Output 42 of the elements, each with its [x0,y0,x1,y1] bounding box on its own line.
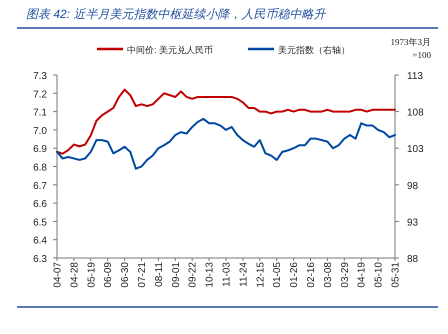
x-tick-label: 06-09 [103,262,114,288]
x-tick-label: 03-08 [322,262,334,288]
x-tick-label: 08-11 [154,262,165,287]
y2-tick-label: 93 [407,217,419,228]
x-tick-label: 06-30 [120,262,132,288]
y-tick-label: 6.9 [33,144,48,156]
y-tick-label: 6.6 [33,199,48,210]
x-tick-label: 03-29 [340,262,351,288]
x-tick-label: 01-26 [289,262,300,288]
x-tick-label: 09-22 [188,262,199,288]
y2-axis-title: 1973年3月 =100 [390,37,432,60]
x-tick-label: 07-21 [137,262,148,288]
y-tick-label: 7.0 [33,126,48,137]
x-tick-label: 12-15 [255,262,266,288]
x-tick-label: 09-01 [170,262,182,288]
y2-tick-label: 103 [407,144,424,156]
x-tick-label: 02-16 [306,262,317,288]
x-tick-label: 05-19 [86,262,98,288]
x-tick-label: 11-03 [222,262,232,287]
x-tick-label: 10-13 [204,262,216,288]
y-tick-label: 6.3 [33,254,48,265]
y2-tick-label: 98 [407,180,419,192]
y-tick-label: 6.8 [33,162,48,174]
y2-tick-label: 88 [407,254,419,265]
y2-tick-label: 108 [407,108,424,119]
y-tick-label: 6.4 [33,236,48,247]
x-tick-label: 04-19 [356,262,368,288]
y-tick-label: 6.5 [33,217,48,228]
x-tick-label: 11-24 [238,262,250,287]
legend-label: 美元指数（右轴） [278,45,350,55]
x-tick-label: 04-28 [69,262,80,288]
legend-label: 中间价: 美元兑人民币 [127,45,214,55]
x-tick-label: 05-31 [390,262,402,288]
y-tick-label: 7.1 [33,108,48,119]
y-tick-label: 7.2 [33,89,48,100]
y2-tick-label: 113 [407,71,424,82]
chart-title: 图表 42: 近半月美元指数中枢延续小降，人民币稳中略升 [26,7,326,21]
x-tick-label: 01-05 [272,262,284,288]
x-tick-label: 04-07 [52,262,64,288]
y-tick-label: 6.7 [33,180,48,192]
x-tick-label: 05-10 [374,262,385,288]
y-tick-label: 7.3 [33,71,48,82]
